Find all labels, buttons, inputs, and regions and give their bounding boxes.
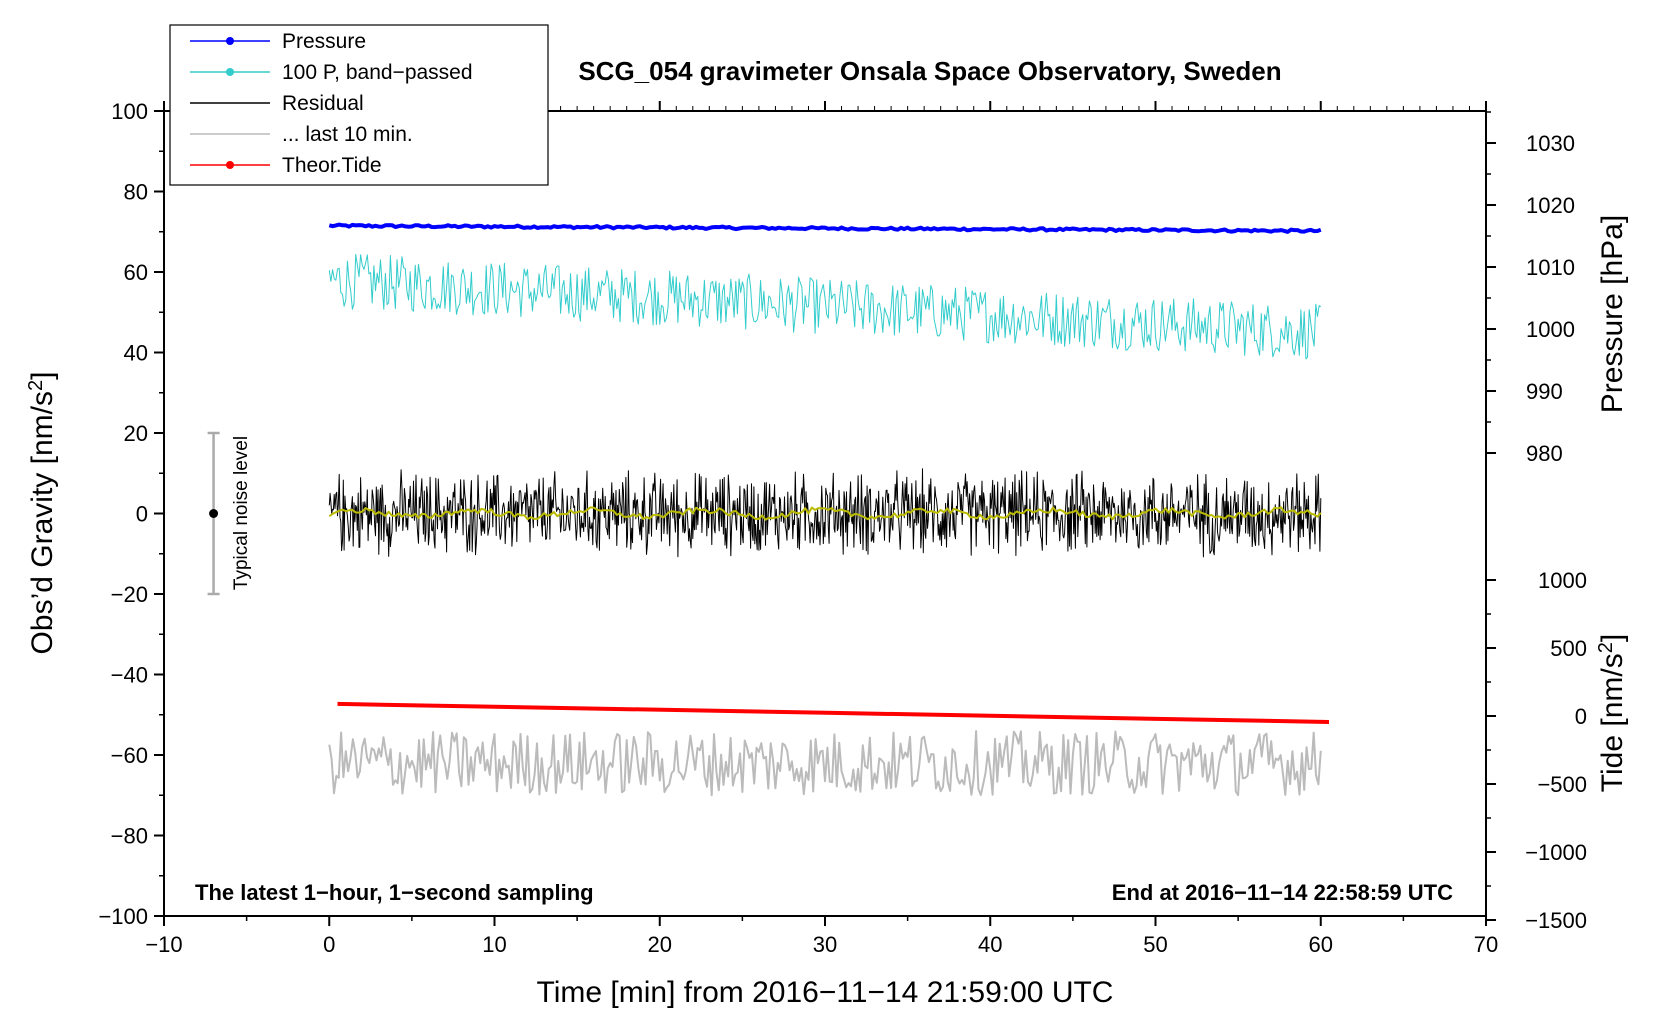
y-tick-label: −40 (111, 663, 148, 688)
legend-label: Theor.Tide (282, 154, 382, 177)
x-tick-label: 20 (648, 932, 672, 957)
x-tick-label: 60 (1309, 932, 1333, 957)
y-axis-tide: −1500 −1000 −500 0 500 1000 (1486, 568, 1587, 933)
x-axis: −10 0 10 20 30 40 50 60 70 (145, 101, 1498, 957)
theoretical-tide-series (337, 701, 1330, 724)
y-tick-label: 0 (136, 502, 148, 527)
legend-label: 100 P, band−passed (282, 61, 473, 84)
y-tick-label: −20 (111, 582, 148, 607)
residual-smoothed-series (328, 506, 1322, 521)
tide-tick-label: 1000 (1538, 568, 1587, 593)
note-end-time: End at 2016−11−14 22:58:59 UTC (1112, 880, 1453, 905)
y-axis-left: −100 −80 −60 −40 −20 0 20 40 60 80 100 (98, 99, 164, 929)
y-tick-label: −100 (98, 904, 148, 929)
x-axis-label: Time [min] from 2016−11−14 21:59:00 UTC (537, 976, 1114, 1009)
noise-level-dot (209, 509, 219, 518)
last-10-min-series (328, 730, 1322, 797)
legend: Pressure 100 P, band−passed Residual ... la… (169, 24, 549, 186)
y-tick-label: −80 (111, 824, 148, 849)
tide-tick-label: −500 (1537, 772, 1587, 797)
pressure-tick-label: 990 (1526, 379, 1563, 404)
legend-box (169, 24, 549, 186)
legend-label: Pressure (282, 30, 366, 53)
x-tick-label: 10 (482, 932, 506, 957)
y-tick-label: 100 (111, 99, 148, 124)
y-tick-label: −60 (111, 743, 148, 768)
y-axis-left-label: Obs’d Gravity [nm/s2] (25, 372, 59, 655)
legend-marker (226, 68, 234, 76)
tide-tick-label: 500 (1550, 636, 1587, 661)
pressure-tick-label: 1020 (1526, 193, 1575, 218)
y-tick-label: 80 (124, 180, 148, 205)
pressure-tick-label: 980 (1526, 441, 1563, 466)
band-passed-series (328, 253, 1321, 360)
y-axis-tide-label: Tide [nm/s2] (1595, 634, 1629, 792)
y-tick-label: 60 (124, 260, 148, 285)
residual-series (328, 468, 1322, 558)
tide-tick-label: −1000 (1525, 840, 1587, 865)
tide-tick-label: −1500 (1525, 908, 1587, 933)
y-tick-label: 20 (124, 421, 148, 446)
x-tick-label: 0 (323, 932, 335, 957)
series-layer (328, 222, 1330, 797)
y-axis-pressure-label: Pressure [hPa] (1596, 215, 1629, 413)
x-tick-label: −10 (145, 932, 182, 957)
y-tick-label: 40 (124, 341, 148, 366)
x-tick-label: 40 (978, 932, 1002, 957)
note-sampling: The latest 1−hour, 1−second sampling (195, 880, 594, 905)
legend-label: Residual (282, 92, 364, 115)
legend-marker (226, 161, 234, 169)
pressure-tick-label: 1010 (1526, 255, 1575, 280)
noise-level-indicator: Typical noise level (207, 431, 252, 596)
pressure-tick-label: 1000 (1526, 317, 1575, 342)
chart-title: SCG_054 gravimeter Onsala Space Observat… (578, 56, 1281, 86)
legend-marker (226, 37, 234, 45)
pressure-tick-label: 1030 (1526, 131, 1575, 156)
noise-level-label: Typical noise level (231, 436, 252, 590)
x-tick-label: 70 (1474, 932, 1498, 957)
x-tick-label: 50 (1143, 932, 1167, 957)
pressure-series (328, 222, 1322, 234)
x-tick-label: 30 (813, 932, 837, 957)
legend-label: ... last 10 min. (282, 123, 413, 146)
tide-tick-label: 0 (1575, 704, 1587, 729)
y-axis-pressure: 980 990 1000 1010 1020 1030 (1486, 111, 1575, 466)
